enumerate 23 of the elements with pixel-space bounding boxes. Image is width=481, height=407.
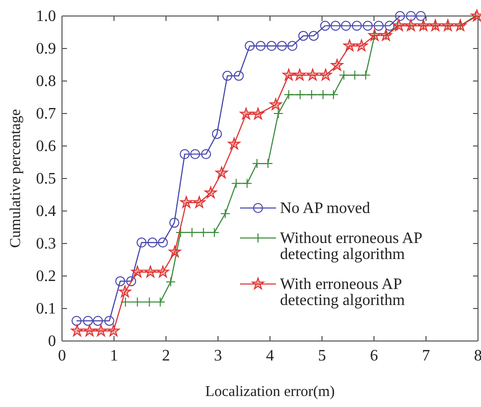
y-tick-label: 0	[48, 333, 56, 350]
x-axis-title: Localization error(m)	[205, 384, 335, 400]
y-tick-label: 1.0	[36, 8, 56, 26]
x-tick-label: 1	[110, 347, 118, 364]
y-tick-label: 0.4	[36, 203, 56, 220]
x-tick-label: 2	[162, 347, 170, 364]
x-tick-label: 5	[318, 347, 326, 364]
y-tick-label: 0.5	[36, 170, 56, 188]
y-tick-label: 0.7	[36, 106, 56, 123]
legend-label: No AP moved	[280, 200, 370, 217]
y-tick-label: 0.6	[36, 138, 56, 156]
y-tick-label: 0.2	[36, 268, 56, 286]
x-tick-label: 3	[214, 347, 222, 364]
y-tick-label: 0.8	[36, 73, 56, 90]
legend-label: With erroneous AP detecting algorithm	[280, 276, 406, 309]
y-tick-label: 0.9	[36, 40, 56, 58]
x-tick-label: 6	[370, 347, 378, 364]
legend-label: Without erroneous AP detecting algorithm	[280, 230, 423, 263]
y-tick-label: 0.3	[36, 236, 56, 253]
y-axis-title: Cumulative percentage	[8, 108, 24, 248]
y-tick-label: 0.1	[36, 300, 56, 318]
x-tick-label: 4	[266, 347, 274, 364]
x-tick-label: 7	[422, 347, 430, 364]
